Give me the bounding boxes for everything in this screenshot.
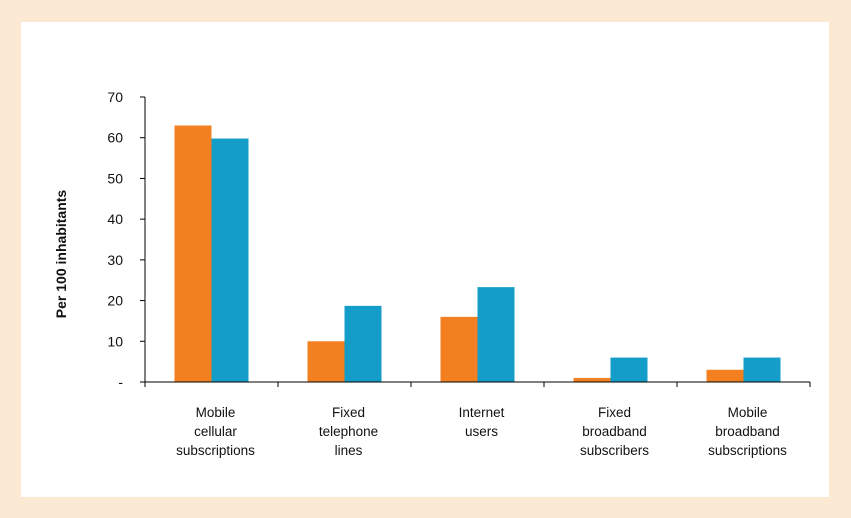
bar-series1-cat2 xyxy=(307,341,345,382)
y-tick-label: 30 xyxy=(107,252,123,268)
bar-series1-cat3 xyxy=(440,316,478,382)
x-category-label: lines xyxy=(335,443,363,458)
x-category-label: Mobile xyxy=(196,405,236,420)
y-tick-label: 10 xyxy=(107,333,123,349)
y-ticks-group: - 10 20 30 40 50 60 70 xyxy=(107,89,145,390)
y-tick-label: 20 xyxy=(107,293,123,309)
bars-group xyxy=(174,125,781,382)
bar-series1-cat4 xyxy=(573,377,611,382)
bar-series2-cat2 xyxy=(344,305,382,382)
x-category-label: subscriptions xyxy=(708,443,787,458)
y-tick-label: - xyxy=(118,374,123,390)
x-category-label: subscribers xyxy=(580,443,649,458)
x-category-label: telephone xyxy=(319,424,378,439)
x-category-label: broadband xyxy=(715,424,780,439)
bar-series2-cat5 xyxy=(743,357,781,382)
x-ticks-group: Mobile cellular subscriptions Fixed telephon… xyxy=(144,382,811,458)
y-tick-label: 50 xyxy=(107,170,123,186)
x-category-label: subscriptions xyxy=(176,443,255,458)
x-category-label: Internet xyxy=(459,405,505,420)
bar-series1-cat1 xyxy=(174,125,212,382)
x-category-label: Mobile xyxy=(728,405,768,420)
bar-chart: - 10 20 30 40 50 60 70 Mobile cellular subscripti… xyxy=(53,89,811,458)
y-tick-label: 60 xyxy=(107,130,123,146)
y-axis-title: Per 100 inhabitants xyxy=(53,190,69,319)
x-category-label: cellular xyxy=(194,424,237,439)
chart-panel: - 10 20 30 40 50 60 70 Mobile cellular subscripti… xyxy=(21,22,829,497)
x-category-label: users xyxy=(465,424,498,439)
bar-series1-cat5 xyxy=(706,369,744,382)
x-category-label: Fixed xyxy=(332,405,365,420)
x-category-label: broadband xyxy=(582,424,647,439)
x-category-label: Fixed xyxy=(598,405,631,420)
y-tick-label: 70 xyxy=(107,89,123,105)
y-tick-label: 40 xyxy=(107,211,123,227)
bar-series2-cat3 xyxy=(477,287,515,382)
bar-series2-cat4 xyxy=(610,357,648,382)
bar-series2-cat1 xyxy=(211,138,249,382)
